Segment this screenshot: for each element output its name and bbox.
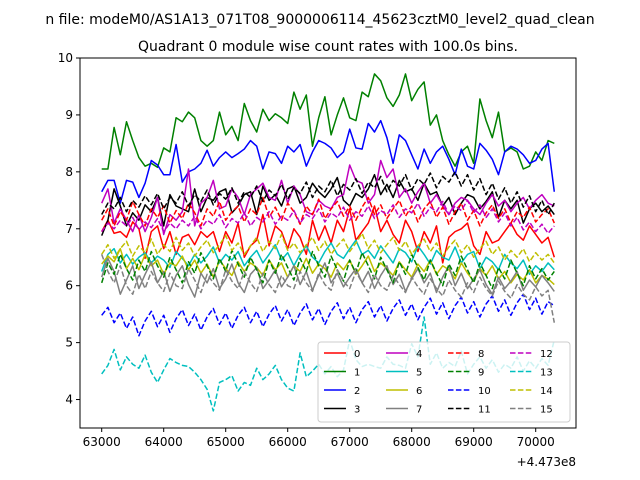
x-tick-label: 64000 — [145, 435, 183, 449]
series-line-12 — [101, 199, 555, 235]
legend-label: 9 — [478, 368, 484, 379]
y-tick-label: 10 — [58, 51, 73, 65]
y-tick-label: 4 — [65, 393, 73, 407]
legend-label: 0 — [354, 349, 360, 360]
x-offset-label: +4.473e8 — [517, 455, 576, 469]
x-tick-label: 66000 — [269, 435, 307, 449]
series-line-4 — [101, 159, 555, 236]
suptitle: n file: modeM0/AS1A13_071T08_9000006114_… — [45, 12, 594, 28]
y-axis: 4 5 6 7 8 9 10 — [58, 51, 80, 407]
legend-label: 5 — [416, 368, 422, 379]
series-line-10 — [101, 293, 555, 337]
y-tick-label: 6 — [65, 279, 73, 293]
series-line-2 — [101, 119, 556, 204]
x-tick-label: 68000 — [393, 435, 431, 449]
series-line-9 — [100, 249, 555, 290]
legend-label: 12 — [540, 349, 553, 360]
legend-label: 3 — [354, 405, 360, 416]
legend-label: 6 — [416, 386, 422, 397]
series-line-3 — [101, 173, 555, 236]
y-tick-label: 7 — [65, 222, 73, 236]
series-line-14 — [101, 232, 555, 264]
x-tick-label: 65000 — [207, 435, 245, 449]
legend-label: 8 — [478, 349, 484, 360]
legend-label: 2 — [354, 386, 360, 397]
legend-label: 11 — [478, 405, 491, 416]
legend-label: 1 — [354, 368, 360, 379]
x-tick-label: 67000 — [331, 435, 369, 449]
legend-label: 4 — [416, 349, 422, 360]
y-tick-label: 5 — [65, 336, 73, 350]
legend-label: 15 — [540, 405, 553, 416]
x-tick-label: 70000 — [517, 435, 555, 449]
x-tick-label: 69000 — [455, 435, 493, 449]
y-tick-label: 8 — [65, 165, 73, 179]
legend-box — [317, 341, 571, 423]
chart-title: Quadrant 0 module wise count rates with … — [138, 39, 518, 55]
x-tick-label: 63000 — [83, 435, 121, 449]
axes-frame — [79, 57, 577, 429]
series-line-1 — [101, 73, 555, 170]
legend-label: 14 — [540, 386, 553, 397]
series-line-8 — [101, 196, 555, 227]
legend-label: 13 — [540, 368, 553, 379]
x-axis: 63000 64000 65000 66000 67000 68000 69000 70000 — [83, 428, 555, 449]
series-line-0 — [101, 205, 556, 264]
legend-label: 7 — [416, 405, 422, 416]
series-line-15 — [100, 254, 556, 323]
series-line-7 — [100, 257, 555, 298]
y-tick-label: 9 — [65, 108, 73, 122]
legend-label: 10 — [478, 386, 491, 397]
